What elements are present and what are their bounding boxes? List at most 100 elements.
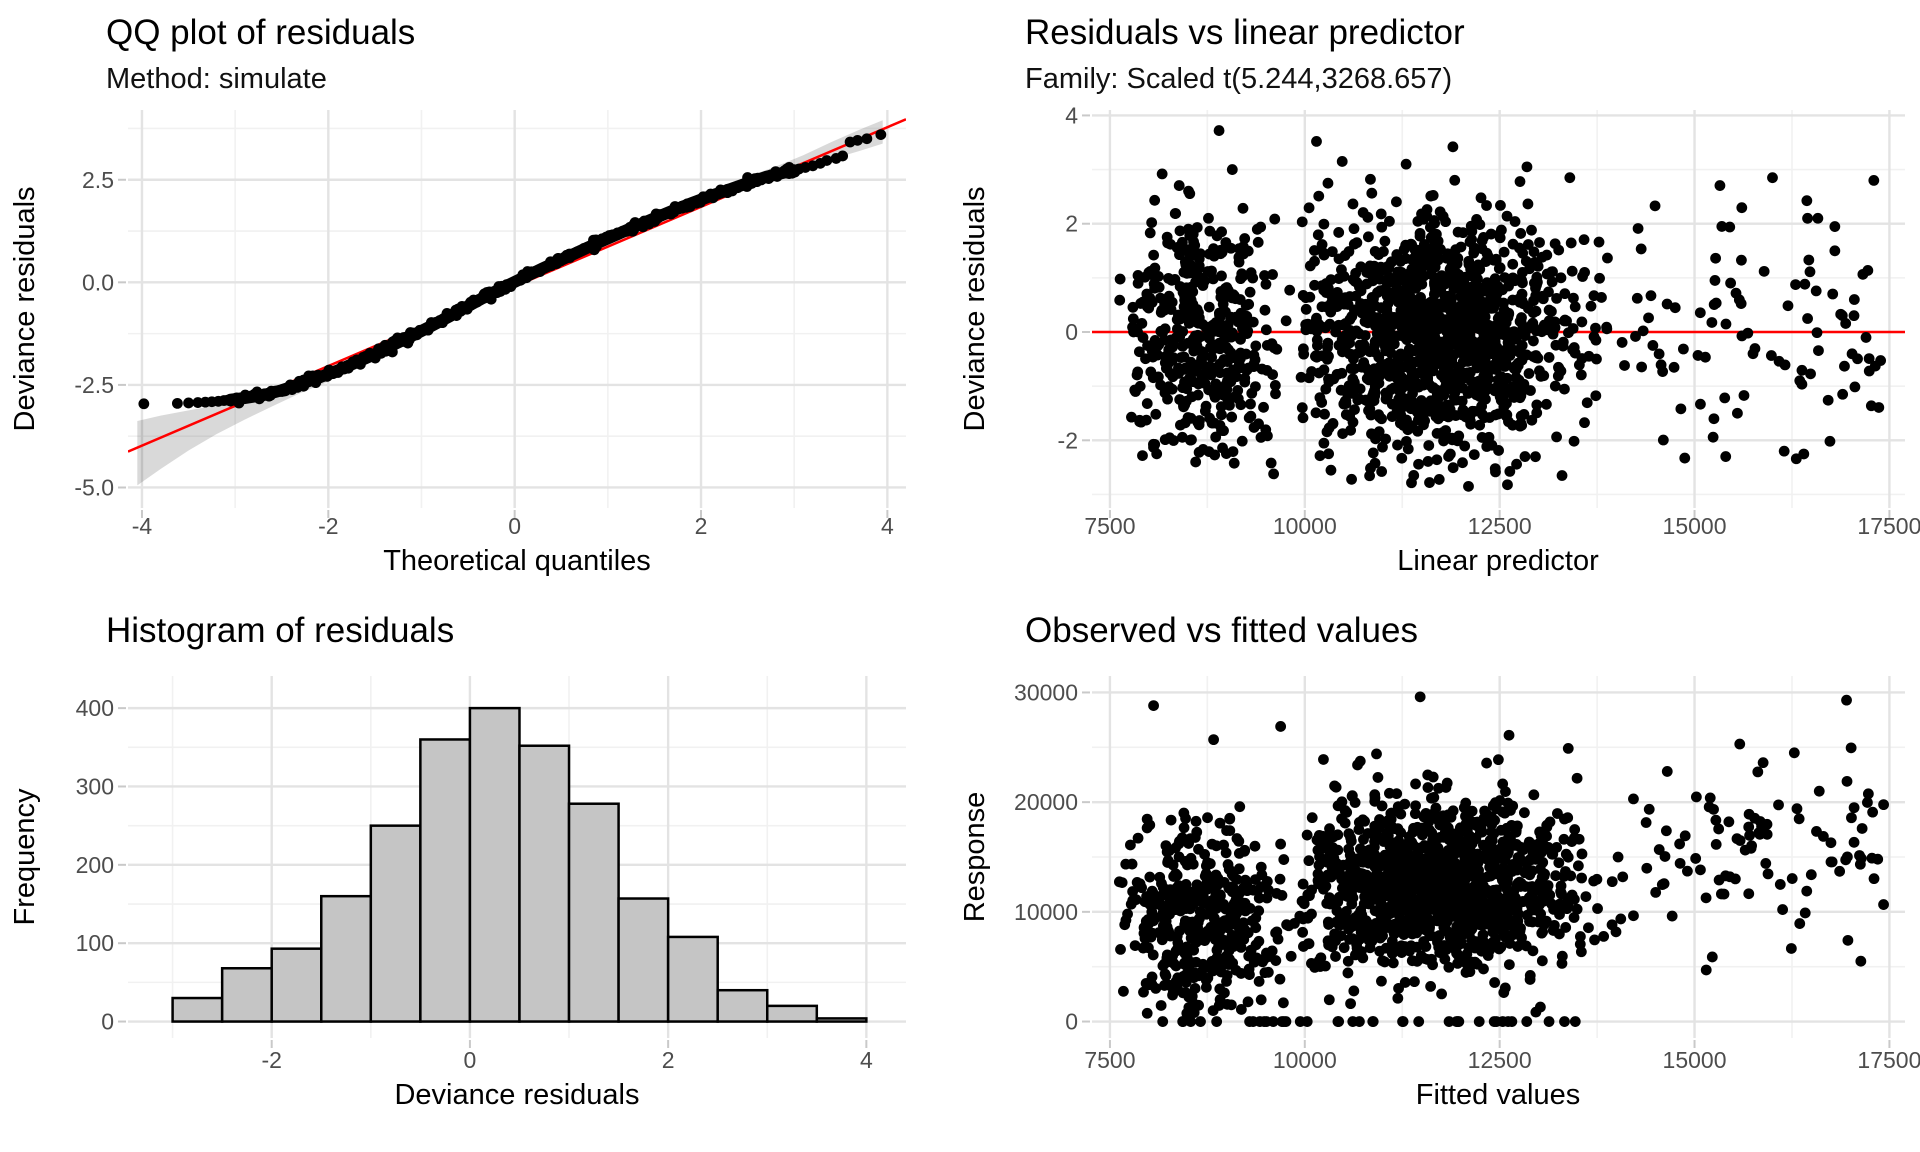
- data-point: [1393, 353, 1405, 365]
- data-point: [1303, 855, 1315, 867]
- x-tick-label: 0: [508, 513, 521, 539]
- data-point: [1590, 390, 1602, 402]
- data-point: [1510, 345, 1522, 356]
- data-point: [1188, 944, 1200, 956]
- data-point: [1410, 778, 1421, 790]
- data-point: [1502, 867, 1514, 878]
- y-tick-label: 0: [1065, 1009, 1078, 1035]
- data-point: [1637, 325, 1649, 337]
- data-point: [1451, 383, 1463, 394]
- data-point: [1494, 843, 1505, 855]
- data-point: [1484, 849, 1496, 861]
- data-point: [1263, 884, 1274, 896]
- data-point: [1773, 799, 1784, 811]
- data-point: [1251, 952, 1262, 964]
- x-tick-label: -2: [318, 513, 338, 539]
- data-point: [1462, 895, 1474, 907]
- data-point: [1233, 243, 1245, 255]
- data-point: [1355, 261, 1367, 273]
- data-point: [1409, 976, 1420, 988]
- data-point: [1313, 859, 1325, 871]
- hist-y-axis-title: Frequency: [9, 788, 41, 926]
- data-point: [1392, 823, 1404, 835]
- data-point: [1335, 384, 1347, 396]
- data-point: [1269, 380, 1281, 391]
- data-point: [1438, 831, 1450, 843]
- data-point: [1573, 833, 1585, 845]
- data-point: [1422, 375, 1433, 387]
- data-point: [1519, 867, 1531, 879]
- data-point: [1132, 270, 1144, 281]
- data-point: [1388, 926, 1400, 938]
- x-tick-label: 17500: [1857, 1047, 1920, 1073]
- data-point: [1449, 174, 1461, 186]
- data-point: [1220, 306, 1231, 318]
- data-point: [1157, 889, 1168, 901]
- data-point: [1208, 243, 1219, 255]
- data-point: [1565, 237, 1577, 249]
- data-point: [1653, 348, 1665, 360]
- data-point: [1640, 817, 1652, 828]
- data-point: [1302, 889, 1314, 901]
- data-point: [1175, 327, 1187, 339]
- data-point: [1517, 844, 1529, 856]
- data-point: [1811, 826, 1822, 837]
- y-tick-label: 20000: [1014, 789, 1078, 815]
- data-point: [1581, 397, 1593, 409]
- data-point: [1645, 290, 1657, 302]
- data-point: [1421, 210, 1433, 222]
- data-point: [1141, 1007, 1153, 1019]
- data-point: [1195, 966, 1207, 978]
- histogram-canvas: -2 0 2 4 0 100 200 300 400 Histogram of residual…: [9, 611, 906, 1111]
- data-point: [1720, 318, 1732, 330]
- data-point: [1336, 156, 1348, 167]
- data-point: [1181, 267, 1193, 279]
- data-point: [1367, 447, 1379, 459]
- data-point: [1312, 229, 1324, 241]
- data-point: [1507, 238, 1519, 250]
- data-point: [1239, 233, 1251, 244]
- data-point: [1865, 400, 1877, 412]
- data-point: [1342, 967, 1354, 979]
- data-point: [1191, 826, 1203, 838]
- data-point: [1391, 788, 1403, 800]
- data-point: [1156, 168, 1168, 180]
- data-point: [1174, 249, 1185, 261]
- data-point: [1723, 816, 1735, 828]
- data-point: [1376, 800, 1388, 812]
- data-point: [1779, 359, 1791, 371]
- data-point: [694, 194, 706, 206]
- data-point: [1347, 198, 1359, 210]
- y-tick-label: 30000: [1014, 679, 1078, 705]
- data-point: [1493, 445, 1504, 456]
- data-point: [1475, 192, 1487, 204]
- data-point: [1185, 852, 1197, 864]
- data-point: [1559, 1016, 1570, 1027]
- data-point: [1309, 245, 1320, 256]
- data-point: [1155, 307, 1167, 318]
- data-point: [1224, 812, 1236, 824]
- data-point: [1348, 985, 1360, 997]
- data-point: [1799, 278, 1811, 290]
- data-point: [1455, 241, 1467, 253]
- data-point: [1679, 452, 1691, 464]
- data-point: [1804, 266, 1816, 278]
- data-point: [1144, 871, 1156, 883]
- data-point: [1379, 956, 1391, 968]
- data-point: [1318, 754, 1329, 765]
- data-point: [1708, 299, 1720, 310]
- data-point: [1538, 919, 1550, 931]
- data-point: [1505, 384, 1517, 396]
- data-point: [1628, 793, 1639, 805]
- data-point: [1173, 851, 1185, 863]
- data-point: [1183, 185, 1194, 197]
- data-point: [1363, 857, 1375, 869]
- data-point: [1242, 245, 1254, 257]
- data-point: [1411, 941, 1423, 953]
- y-tick-label: 300: [76, 773, 114, 799]
- data-point: [1231, 903, 1243, 915]
- data-point: [1217, 356, 1228, 368]
- data-point: [1225, 347, 1237, 359]
- data-point: [1537, 896, 1549, 907]
- data-point: [1568, 912, 1580, 923]
